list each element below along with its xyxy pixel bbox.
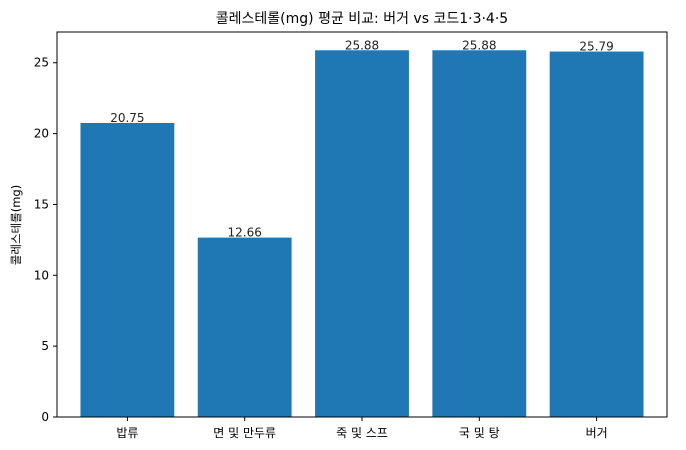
data-label: 20.75 (110, 111, 144, 125)
bar (432, 50, 527, 417)
bar (315, 50, 409, 417)
x-tick-label: 밥류 (116, 426, 138, 440)
y-tick-label: 15 (34, 197, 49, 211)
y-tick-label: 5 (41, 339, 49, 353)
data-label: 12.66 (228, 226, 262, 240)
y-axis-label: 콜레스테롤(mg) (9, 185, 23, 265)
x-tick-label: 국 및 탕 (459, 426, 500, 440)
bar (197, 237, 292, 417)
data-label: 25.88 (462, 38, 496, 52)
bar (80, 122, 175, 418)
data-label: 25.79 (579, 40, 613, 54)
x-tick-label: 버거 (586, 426, 608, 440)
data-label: 25.88 (345, 38, 379, 52)
y-tick-label: 20 (34, 127, 49, 141)
x-tick-label: 면 및 만두류 (213, 426, 276, 440)
y-tick-label: 25 (34, 56, 49, 70)
chart-title: 콜레스테롤(mg) 평균 비교: 버거 vs 코드1·3·4·5 (216, 11, 508, 27)
y-tick-label: 10 (34, 268, 49, 282)
x-tick-label: 죽 및 스프 (336, 426, 388, 440)
bar (549, 51, 644, 417)
y-tick-label: 0 (41, 410, 49, 424)
axes-frame (56, 31, 668, 418)
